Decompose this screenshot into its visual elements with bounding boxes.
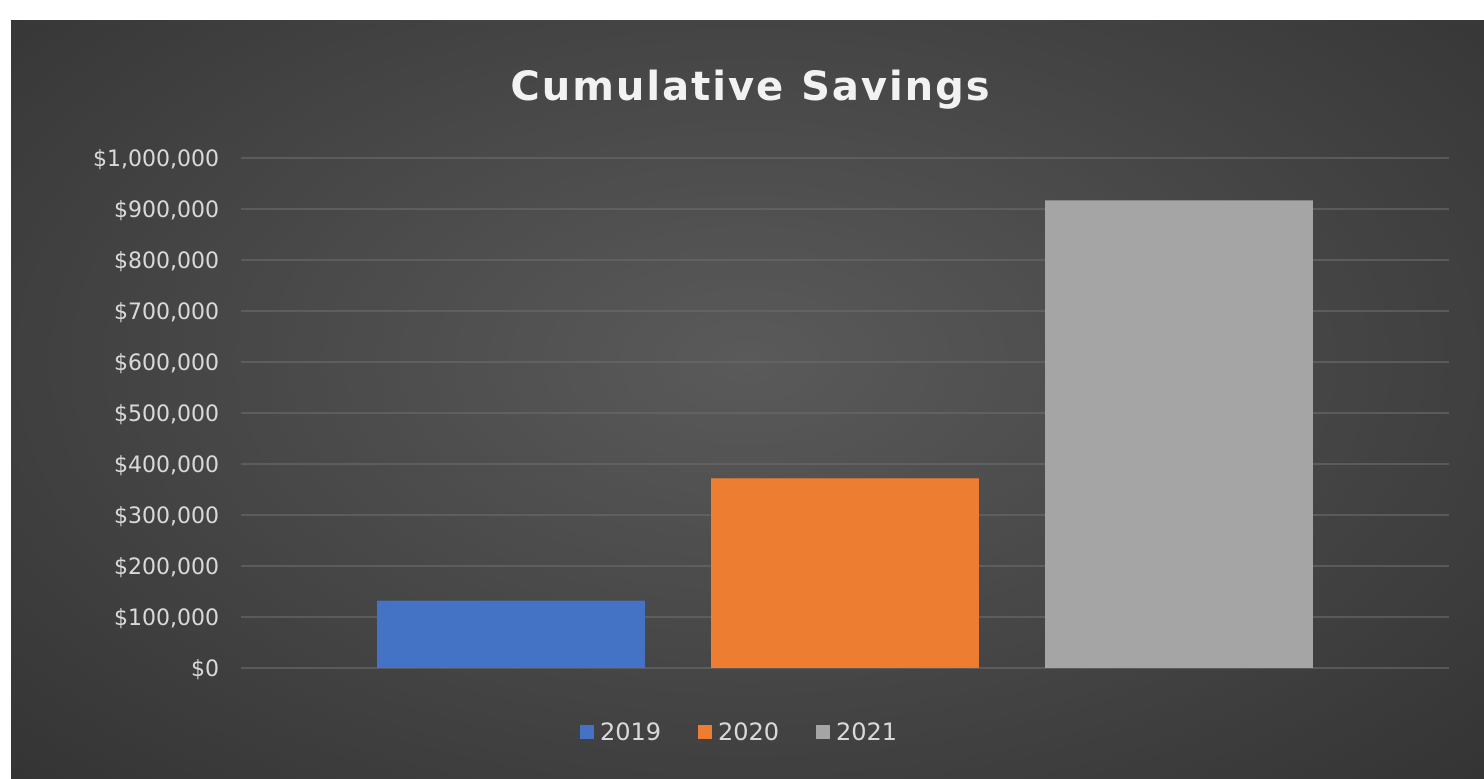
legend: 2019 2020 2021 [580,718,897,746]
y-tick-label: $200,000 [114,555,219,580]
y-tick-label: $0 [191,657,219,682]
legend-swatch-2019 [580,725,594,739]
y-tick-label: $300,000 [114,504,219,529]
legend-label-2021: 2021 [836,718,897,746]
legend-swatch-2021 [816,725,830,739]
chart-svg: Cumulative Savings $0 $100,000 $200,000 $30… [93,64,1449,746]
y-tick-label: $900,000 [114,198,219,223]
y-tick-label: $700,000 [114,300,219,325]
legend-swatch-2020 [698,725,712,739]
bars [377,200,1313,668]
y-tick-label: $500,000 [114,402,219,427]
bar-2019 [377,600,645,668]
bar-2021 [1045,200,1313,668]
y-tick-label: $100,000 [114,606,219,631]
chart-title: Cumulative Savings [510,64,991,110]
y-tick-label: $800,000 [114,249,219,274]
y-tick-label: $1,000,000 [93,147,219,172]
y-tick-label: $600,000 [114,351,219,376]
legend-label-2020: 2020 [718,718,779,746]
y-tick-label: $400,000 [114,453,219,478]
chart-area: Cumulative Savings $0 $100,000 $200,000 $30… [11,20,1484,779]
legend-label-2019: 2019 [600,718,661,746]
bar-2020 [711,478,979,668]
y-axis-tick-labels: $0 $100,000 $200,000 $300,000 $400,000 $500,0… [93,147,219,682]
